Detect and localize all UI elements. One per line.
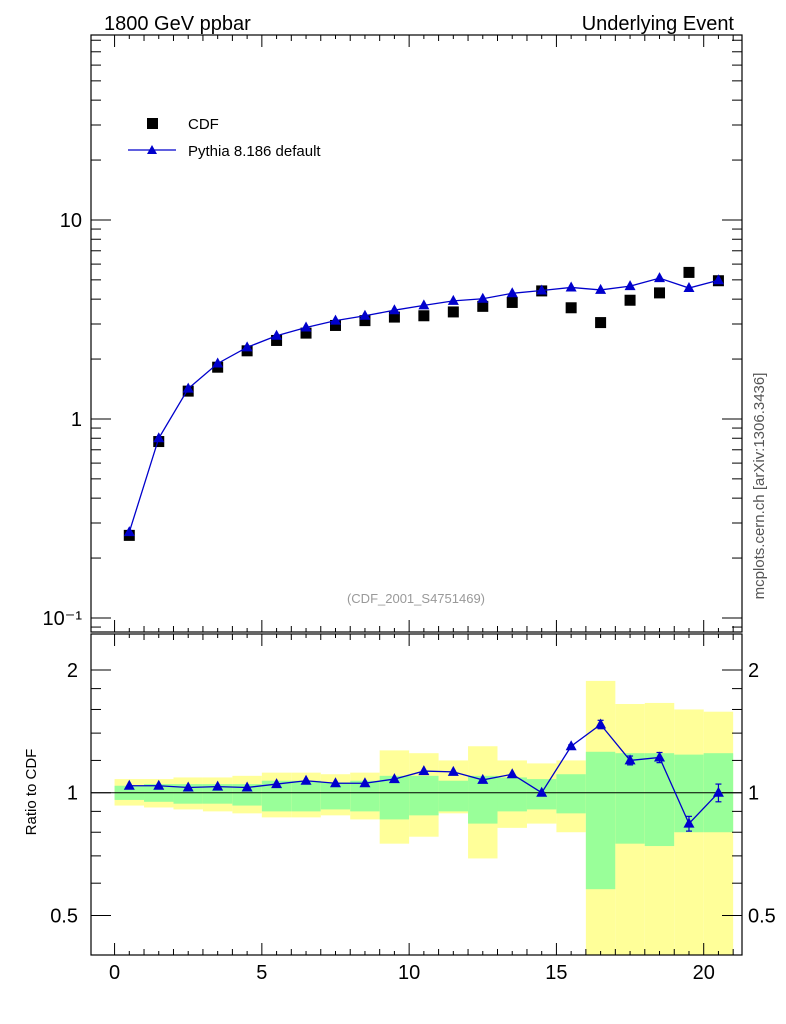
mc-point: [212, 357, 224, 368]
cdf-point: [506, 296, 518, 308]
y-tick-label: 1: [71, 409, 82, 431]
mc-point: [683, 282, 695, 293]
mc-point: [300, 321, 312, 332]
band-inner-bin: [173, 784, 203, 804]
ratio-mc-point: [241, 781, 253, 792]
ratio-mc-point: [595, 718, 607, 729]
x-tick-label: 10: [398, 962, 420, 984]
ratio-mc-point: [212, 780, 224, 791]
mc-point: [477, 292, 489, 303]
ratio-frame: [90, 633, 743, 956]
ratio-mc-point: [447, 765, 459, 776]
cdf-point: [300, 327, 312, 339]
band-inner-bin: [232, 784, 262, 806]
cdf-point: [359, 315, 371, 327]
ratio-mc-point: [624, 754, 636, 765]
cdf-point: [329, 319, 341, 331]
ratio-mc-point: [388, 773, 400, 784]
ratio-mc-point: [182, 781, 194, 792]
header-left: 1800 GeV ppbar: [104, 13, 251, 35]
band-inner-bin: [585, 751, 616, 890]
cdf-point: [565, 302, 577, 314]
mc-point: [359, 309, 371, 320]
main-panel: 10⁻¹ 1 10: [43, 34, 743, 633]
mc-point: [418, 299, 430, 310]
mc-point: [595, 283, 607, 294]
ratio-mc-point: [654, 751, 666, 762]
band-inner-bin: [438, 780, 469, 812]
cdf-point: [624, 294, 636, 306]
ratio-mc-point: [683, 817, 695, 828]
band-inner-bin: [497, 777, 527, 812]
band-inner-bin: [379, 775, 410, 820]
band-inner-bin: [644, 753, 675, 847]
legend: CDF Pythia 8.186 default: [128, 116, 321, 160]
x-tick-label: 15: [545, 962, 567, 984]
ratio-mc-point: [153, 779, 165, 790]
x-tick-label: 5: [256, 962, 267, 984]
ratio-mc-point: [123, 779, 135, 790]
cdf-point: [595, 317, 607, 329]
mc-point: [565, 281, 577, 292]
mc-point: [153, 432, 165, 443]
mc-point: [388, 304, 400, 315]
cdf-point: [418, 310, 430, 322]
ratio-y-tick-label-right: 1: [748, 783, 759, 805]
ratio-mc-point: [418, 765, 430, 776]
mc-point: [329, 314, 341, 325]
mc-point: [506, 287, 518, 298]
mc-point: [271, 329, 283, 340]
legend-mc-label: Pythia 8.186 default: [188, 143, 321, 160]
mc-point: [123, 526, 135, 537]
mc-point: [712, 274, 724, 285]
ratio-mc-point: [477, 773, 489, 784]
ratio-mc-point: [565, 740, 577, 751]
mc-point: [447, 294, 459, 305]
cdf-point: [271, 334, 283, 346]
legend-cdf-label: CDF: [188, 116, 219, 133]
main-frame: [90, 34, 743, 633]
y-tick-label: 10: [60, 210, 82, 232]
ratio-mc-point: [712, 786, 724, 797]
ratio-mc-point: [359, 777, 371, 788]
ratio-y-tick-label-left: 0.5: [50, 905, 78, 927]
ratio-y-tick-label-left: 1: [67, 783, 78, 805]
x-tick-label: 0: [109, 962, 120, 984]
mc-point: [536, 284, 548, 295]
band-inner-bin: [202, 784, 233, 804]
mc-point: [182, 382, 194, 393]
cdf-point: [447, 306, 459, 318]
legend-mc-marker: [147, 145, 157, 154]
cdf-point: [683, 266, 695, 278]
cdf-point: [388, 311, 400, 323]
legend-cdf-marker: [147, 118, 158, 129]
ratio-y-tick-label-right: 0.5: [748, 905, 776, 927]
mc-point: [654, 272, 666, 283]
band-inner-bin: [556, 774, 586, 814]
ratio-y-tick-label-right: 2: [748, 660, 759, 682]
band-inner-bin: [409, 775, 439, 816]
band-inner-bin: [291, 780, 321, 812]
analysis-tag: (CDF_2001_S4751469): [347, 591, 485, 606]
y-tick-label: 10⁻¹: [43, 608, 83, 630]
ratio-panel: 0.5 0.5 1 1 2 2: [50, 633, 776, 956]
cdf-point: [654, 287, 666, 299]
ratio-y-tick-label-left: 2: [67, 660, 78, 682]
mc-point: [624, 280, 636, 291]
ratio-mc-point: [271, 778, 283, 789]
header-right: Underlying Event: [582, 13, 735, 35]
ratio-mc-point: [300, 774, 312, 785]
ratio-mc-point: [536, 786, 548, 797]
ratio-mc-point: [329, 777, 341, 788]
cdf-point: [477, 300, 489, 312]
ratio-ylabel: Ratio to CDF: [23, 749, 40, 836]
x-tick-label: 20: [693, 962, 715, 984]
ratio-mc-point: [506, 768, 518, 779]
band-outer-bin: [703, 711, 734, 955]
mc-point: [241, 341, 253, 352]
side-label: mcplots.cern.ch [arXiv:1306.3436]: [751, 373, 768, 600]
band-inner-bin: [615, 753, 645, 844]
